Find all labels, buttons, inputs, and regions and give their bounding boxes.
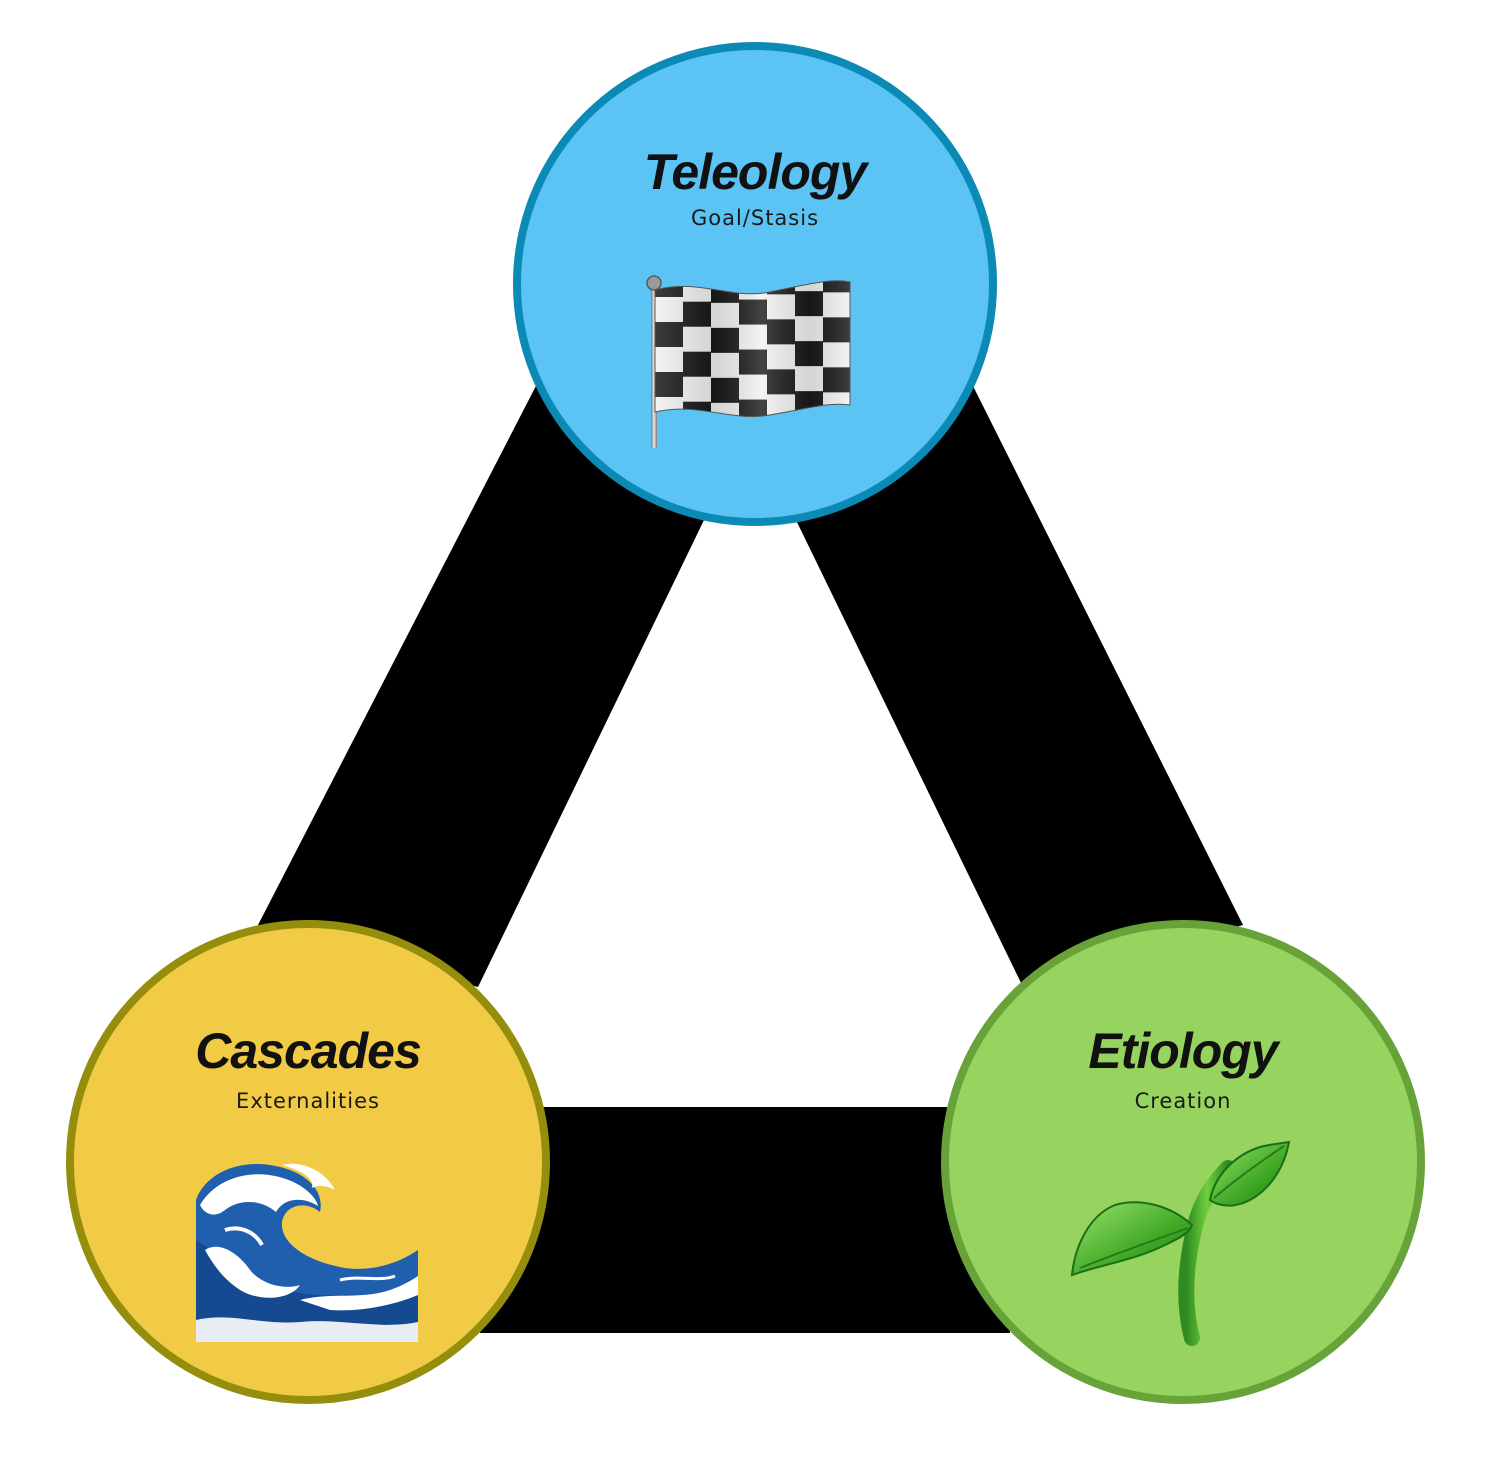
edge-teleology-cascades (258, 382, 705, 987)
node-etiology[interactable]: Etiology Creation (941, 920, 1425, 1404)
edge-cascades-etiology (480, 1107, 1010, 1333)
teleology-title: Teleology (644, 144, 870, 200)
etiology-subtitle: Creation (1135, 1089, 1232, 1113)
triangle-edges (258, 380, 1243, 1333)
etiology-title: Etiology (1088, 1023, 1280, 1079)
cascades-subtitle: Externalities (236, 1089, 380, 1113)
teleology-subtitle: Goal/Stasis (691, 206, 819, 230)
etiology-circle (941, 920, 1425, 1404)
water-wave-icon (196, 1160, 418, 1342)
teleology-circle (513, 42, 997, 526)
node-teleology[interactable]: Teleology Goal/Stasis (513, 42, 997, 526)
cascades-title: Cascades (195, 1023, 421, 1079)
edge-teleology-etiology (795, 380, 1243, 987)
node-cascades[interactable]: Cascades Externalities (66, 920, 550, 1404)
seedling-icon (1070, 1140, 1291, 1346)
